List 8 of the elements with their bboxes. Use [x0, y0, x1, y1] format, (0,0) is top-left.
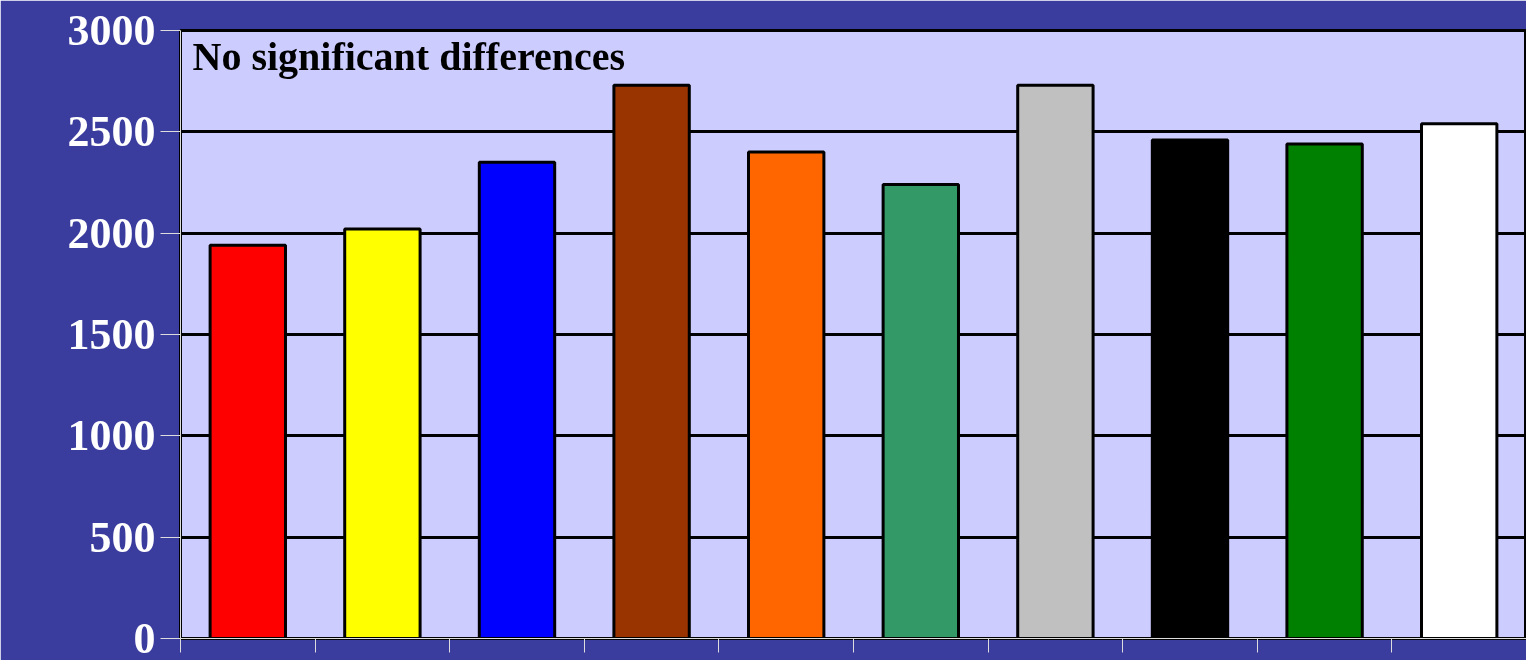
y-tick-label: 1000 — [67, 411, 156, 461]
y-tick-label: 0 — [133, 614, 156, 660]
y-tick-label: 1500 — [67, 310, 156, 359]
y-tick-label: 3000 — [67, 6, 156, 55]
annotation: No significant differences — [192, 33, 626, 79]
y-tick-label: 2500 — [67, 107, 156, 157]
y-tick-label: 500 — [89, 512, 156, 562]
y-tick-label: 2000 — [67, 208, 156, 258]
